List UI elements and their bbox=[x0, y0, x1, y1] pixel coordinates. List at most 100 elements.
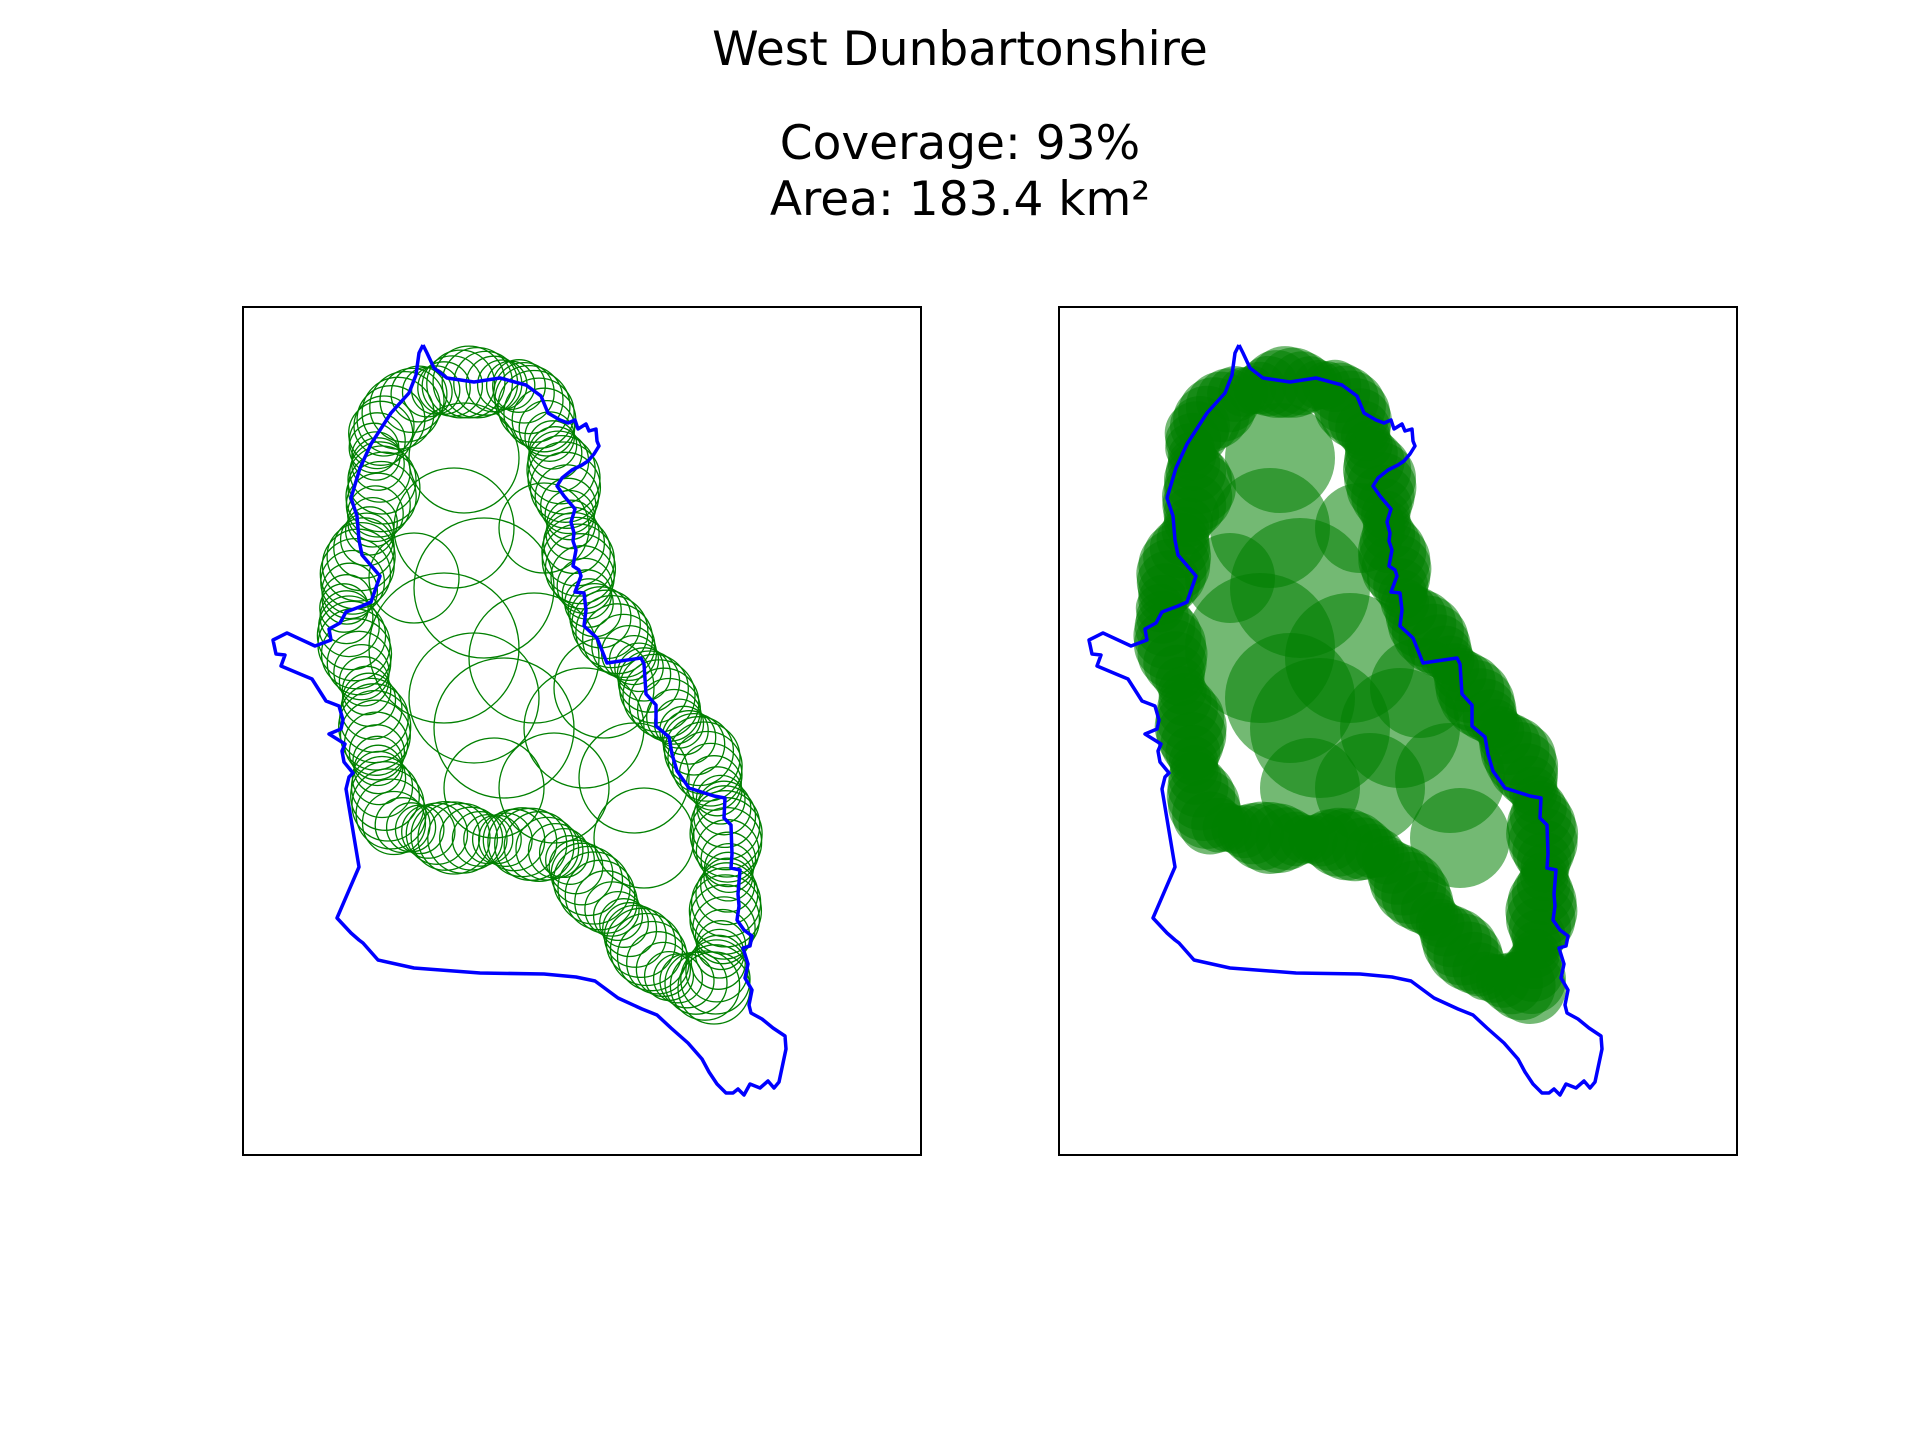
coverage-circle bbox=[478, 812, 533, 868]
coverage-circle bbox=[692, 896, 756, 960]
coverage-circle bbox=[339, 699, 411, 771]
coverage-circle bbox=[616, 647, 672, 702]
coverage-circle bbox=[393, 467, 515, 589]
coverage-circle bbox=[662, 712, 726, 776]
outline-circles-map-panel bbox=[242, 306, 922, 1156]
coverage-circle bbox=[503, 377, 575, 449]
coverage-circle bbox=[626, 931, 690, 995]
coverage-circle bbox=[361, 790, 427, 856]
coverage-circle bbox=[680, 944, 751, 1015]
coverage-circle bbox=[663, 716, 735, 787]
coverage-circle bbox=[401, 804, 456, 859]
coverage-circle bbox=[348, 422, 400, 474]
coverage-circle bbox=[379, 367, 445, 434]
coverage-circle bbox=[390, 365, 448, 423]
coverage-circle bbox=[690, 867, 762, 938]
coverage-circle bbox=[691, 806, 763, 878]
coverage-circle bbox=[320, 549, 386, 615]
coverage-circle bbox=[575, 594, 649, 669]
coverage-circle bbox=[671, 730, 743, 802]
coverage-circle bbox=[564, 578, 614, 628]
coverage-circle bbox=[593, 787, 695, 889]
coverage-circle bbox=[385, 802, 437, 853]
region-boundary bbox=[1087, 344, 1604, 1097]
coverage-circle bbox=[616, 920, 688, 992]
coverage-circle bbox=[695, 862, 759, 926]
coverage-circle bbox=[316, 600, 387, 671]
region-boundary bbox=[271, 344, 788, 1097]
coverage-circle bbox=[614, 642, 664, 693]
coverage-circle bbox=[553, 637, 655, 739]
coverage-circle bbox=[344, 506, 395, 556]
coverage-circle bbox=[643, 950, 695, 1002]
coverage-circle bbox=[550, 545, 615, 610]
coverage-circle bbox=[518, 399, 576, 457]
coverage-circle bbox=[540, 477, 597, 535]
coverage-circle bbox=[339, 512, 394, 567]
coverage-circle bbox=[326, 521, 396, 592]
coverage-circle bbox=[341, 672, 397, 727]
coverage-circle bbox=[345, 460, 417, 533]
coverage-circle bbox=[338, 656, 390, 707]
coverage-circle bbox=[368, 572, 520, 724]
coverage-circle bbox=[492, 359, 546, 413]
coverage-circle bbox=[694, 908, 751, 965]
coverage-circle bbox=[664, 951, 728, 1015]
coverage-circle bbox=[548, 839, 604, 895]
coverage-circle bbox=[487, 807, 558, 878]
coverage-circle bbox=[319, 583, 369, 633]
coverage-circle bbox=[350, 755, 414, 819]
coverage-circle bbox=[538, 827, 590, 879]
coverage-circle bbox=[545, 835, 595, 885]
coverage-circle bbox=[534, 464, 600, 529]
coverage-circle bbox=[695, 774, 746, 825]
coverage-circle bbox=[529, 451, 602, 523]
coverage-circle bbox=[471, 814, 522, 865]
coverage-circle bbox=[498, 732, 610, 844]
coverage-circle bbox=[493, 361, 555, 424]
coverage-circle bbox=[546, 499, 596, 550]
coverage-circle bbox=[451, 810, 508, 867]
coverage-circle bbox=[700, 831, 757, 888]
coverage-circle bbox=[410, 800, 481, 871]
coverage-circle bbox=[564, 859, 636, 931]
coverage-circle bbox=[347, 496, 398, 548]
coverage-circle bbox=[351, 437, 405, 491]
coverage-circle bbox=[417, 801, 491, 875]
figure-title: West Dunbartonshire bbox=[712, 22, 1208, 77]
coverage-circle bbox=[318, 595, 380, 658]
coverage-circle bbox=[352, 735, 403, 787]
coverage-circle bbox=[635, 941, 692, 998]
outline-circles-map bbox=[271, 344, 788, 1097]
coverage-circle bbox=[348, 400, 414, 466]
coverage-circle bbox=[622, 659, 696, 733]
coverage-circle bbox=[574, 870, 638, 934]
area-label: Area: 183.4 km² bbox=[769, 172, 1151, 227]
coverage-circle bbox=[320, 618, 393, 690]
coverage-circle bbox=[1164, 401, 1229, 466]
coverage-circle bbox=[356, 385, 426, 455]
coverage-circle bbox=[1225, 403, 1335, 513]
coverage-circle bbox=[703, 842, 755, 894]
coverage-circle bbox=[432, 345, 506, 419]
coverage-circle bbox=[527, 822, 584, 879]
coverage-circle bbox=[347, 451, 421, 525]
coverage-circle bbox=[347, 445, 417, 515]
coverage-circle bbox=[1225, 633, 1355, 763]
coverage-circle bbox=[592, 890, 644, 942]
coverage-circle bbox=[661, 710, 717, 765]
coverage-circle bbox=[609, 912, 684, 987]
coverage-circle bbox=[617, 650, 681, 713]
coverage-circle bbox=[544, 533, 617, 605]
coverage-label: Coverage: 93% bbox=[779, 116, 1141, 171]
coverage-circle bbox=[443, 737, 545, 839]
coverage-circle bbox=[523, 667, 645, 789]
filled-circles-map-panel bbox=[1058, 306, 1738, 1156]
coverage-circle bbox=[361, 376, 435, 450]
coverage-circle bbox=[688, 874, 763, 948]
coverage-circle bbox=[349, 441, 411, 503]
coverage-circle bbox=[413, 517, 555, 659]
coverage-circle bbox=[421, 355, 484, 417]
coverage-circle bbox=[368, 532, 460, 624]
coverage-circle bbox=[482, 808, 546, 872]
